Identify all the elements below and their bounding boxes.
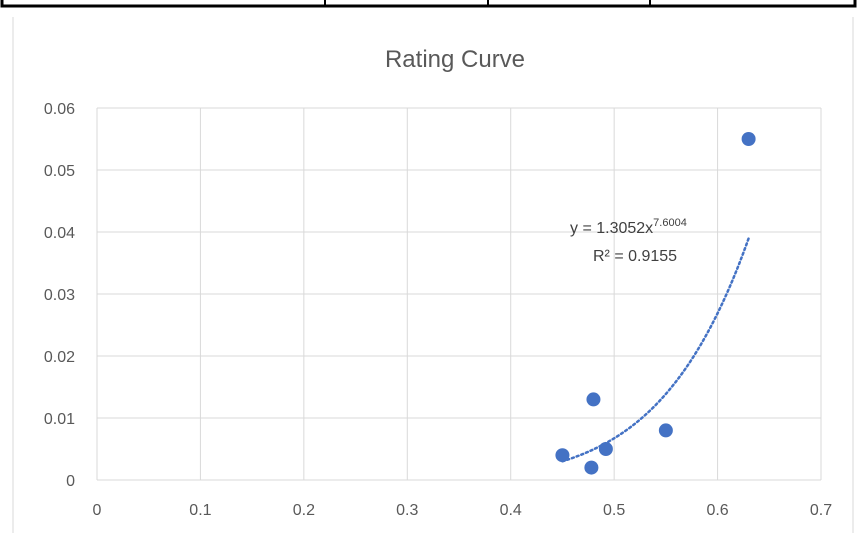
y-tick-label: 0.01: [44, 411, 75, 428]
y-tick-label: 0.06: [44, 101, 75, 118]
table-border: [0, 0, 857, 8]
grid: [96, 107, 822, 481]
trendline-equation: y = 1.3052x7.6004 R² = 0.9155: [570, 217, 687, 265]
equation-exponent: 7.6004: [653, 217, 687, 229]
table-remnant: [0, 0, 857, 8]
y-tick-label: 0.05: [44, 163, 75, 180]
x-tick-label: 0.1: [189, 502, 211, 519]
x-tick-label: 0.4: [500, 502, 522, 519]
data-point: [741, 132, 756, 146]
x-tick-label: 0.7: [810, 502, 832, 519]
data-point: [584, 460, 599, 475]
x-tick-label: 0.6: [706, 502, 728, 519]
data-point: [658, 423, 673, 438]
trendline-layer: [561, 237, 750, 463]
x-tick-label: 0.3: [396, 502, 418, 519]
r-squared-text: R² = 0.9155: [593, 248, 677, 265]
data-point: [555, 448, 570, 463]
axis-tick-labels: 0 0.01 0.02 0.03 0.04 0.05 0.06 0 0.1 0.2 0.3 0.4 0.…: [44, 101, 832, 519]
y-tick-label: 0: [66, 473, 75, 490]
data-point: [586, 392, 601, 407]
equation-prefix: y = 1.3052x: [570, 220, 653, 237]
x-tick-label: 0: [93, 502, 102, 519]
data-points: [555, 132, 756, 475]
data-point: [598, 442, 613, 456]
equation-text: y = 1.3052x7.6004: [570, 217, 687, 237]
y-tick-label: 0.02: [44, 349, 75, 366]
x-tick-label: 0.2: [293, 502, 315, 519]
y-tick-label: 0.04: [44, 225, 75, 242]
y-tick-label: 0.03: [44, 287, 75, 304]
x-tick-label: 0.5: [603, 502, 625, 519]
chart-title: Rating Curve: [385, 46, 525, 73]
power-trendline: [561, 237, 750, 463]
